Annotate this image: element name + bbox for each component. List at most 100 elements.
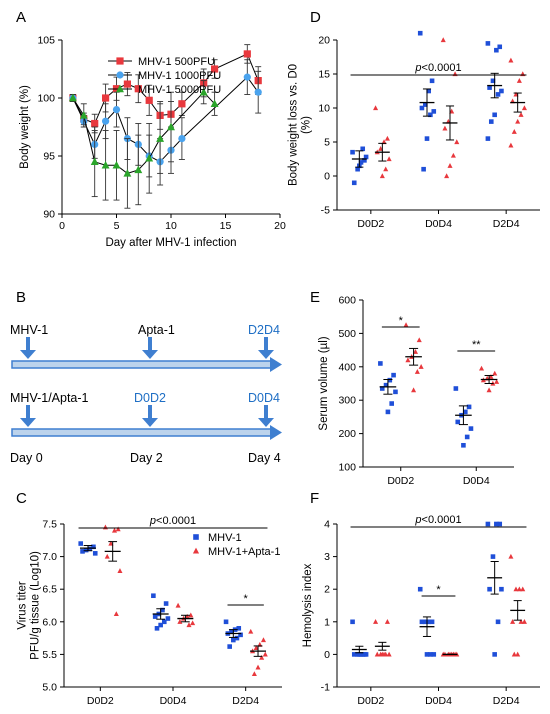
data-point (111, 527, 118, 533)
data-point (379, 651, 385, 657)
y-axis-title: PFU/g tissue (Log10) (30, 551, 42, 660)
data-point (102, 94, 110, 102)
data-point (154, 626, 160, 631)
legend-label: MHV-1 (208, 532, 242, 544)
data-point (145, 96, 153, 104)
y-tick-label: 7.0 (42, 551, 57, 563)
x-tick-label: D0D4 (425, 695, 452, 707)
data-point (190, 620, 196, 626)
data-point (494, 47, 499, 53)
data-point (383, 651, 389, 657)
data-point (234, 635, 240, 641)
y-tick-label: 0 (324, 171, 330, 183)
y-tick-label: 0 (324, 649, 330, 661)
data-point (163, 601, 169, 606)
data-point (520, 586, 526, 592)
data-point (494, 521, 499, 527)
y-tick-label: 105 (37, 35, 55, 47)
legend-label: MHV-1 1000PFU (138, 70, 221, 82)
data-point (485, 521, 491, 527)
data-point (243, 50, 251, 58)
legend-marker (116, 84, 124, 93)
data-point (223, 619, 229, 625)
data-point (516, 78, 522, 83)
schematic-row2-end-label: D0D4 (248, 391, 280, 405)
data-point (429, 619, 435, 625)
x-tick-label: D0D2 (357, 218, 384, 230)
y-tick-label: 1 (324, 616, 330, 628)
data-point (431, 109, 437, 114)
data-point (393, 389, 398, 395)
schematic-row1-timeline-bar (11, 360, 273, 369)
data-point (117, 568, 123, 574)
data-point (428, 652, 433, 657)
data-point (511, 651, 517, 657)
panel-letter-e: E (310, 289, 320, 306)
schematic-row2-arrowhead-1 (20, 418, 36, 427)
data-point (357, 652, 362, 657)
data-point (383, 382, 389, 388)
schematic-row1-start-label: MHV-1 (10, 323, 48, 337)
legend-marker (192, 547, 200, 554)
data-point (499, 88, 504, 94)
data-point (385, 409, 391, 415)
data-point (389, 401, 394, 406)
data-point (442, 125, 448, 131)
data-point (386, 156, 392, 162)
data-point (497, 44, 503, 50)
data-point (423, 619, 428, 625)
data-point (492, 652, 497, 657)
data-point (199, 87, 208, 96)
data-point (373, 619, 379, 624)
data-point (429, 78, 435, 84)
schematic-row2-timeline-bar (11, 428, 273, 437)
data-point (227, 644, 232, 649)
data-point (259, 654, 265, 660)
x-tick-label: 0 (59, 220, 65, 232)
data-point (492, 370, 498, 376)
data-point (450, 152, 456, 158)
data-point (423, 102, 428, 107)
schematic-row1-timeline-arrowhead (270, 357, 282, 372)
data-point (255, 664, 261, 670)
data-point (78, 541, 84, 546)
data-point (412, 349, 419, 354)
legend-label: MHV-1 500PFU (138, 56, 215, 68)
data-point (383, 166, 389, 172)
y-tick-label: 6.0 (42, 616, 57, 628)
data-point (508, 553, 514, 559)
data-point (490, 554, 496, 559)
data-point (113, 611, 119, 617)
data-point (350, 619, 355, 625)
schematic-row2-arrowhead-2 (142, 418, 158, 427)
schematic-row2-mid-label: D0D2 (134, 391, 166, 405)
data-point (518, 619, 524, 624)
data-point (414, 369, 420, 374)
x-tick-label: D2D4 (493, 218, 520, 230)
data-point (145, 154, 154, 162)
data-point (515, 118, 521, 124)
data-point (91, 544, 96, 550)
y-tick-label: 100 (37, 93, 55, 105)
y-axis-title: Virus titer (17, 581, 29, 630)
data-point (416, 337, 422, 343)
data-point (417, 30, 423, 36)
data-point (411, 387, 417, 393)
data-point (115, 526, 121, 532)
data-point (68, 93, 77, 102)
data-point (260, 637, 266, 643)
data-point (248, 628, 254, 634)
data-point (360, 146, 366, 152)
data-point (358, 160, 364, 165)
legend-label: MHV-1+Apta-1 (208, 546, 280, 558)
data-point (363, 154, 369, 160)
data-point (486, 387, 492, 393)
data-point (254, 88, 262, 96)
y-tick-label: 10 (318, 103, 330, 115)
data-point (424, 652, 430, 657)
data-point (464, 434, 470, 440)
schematic-row2-start-label: MHV-1/Apta-1 (10, 391, 89, 405)
data-point (362, 158, 367, 163)
data-point (177, 619, 183, 624)
data-point (374, 651, 380, 657)
